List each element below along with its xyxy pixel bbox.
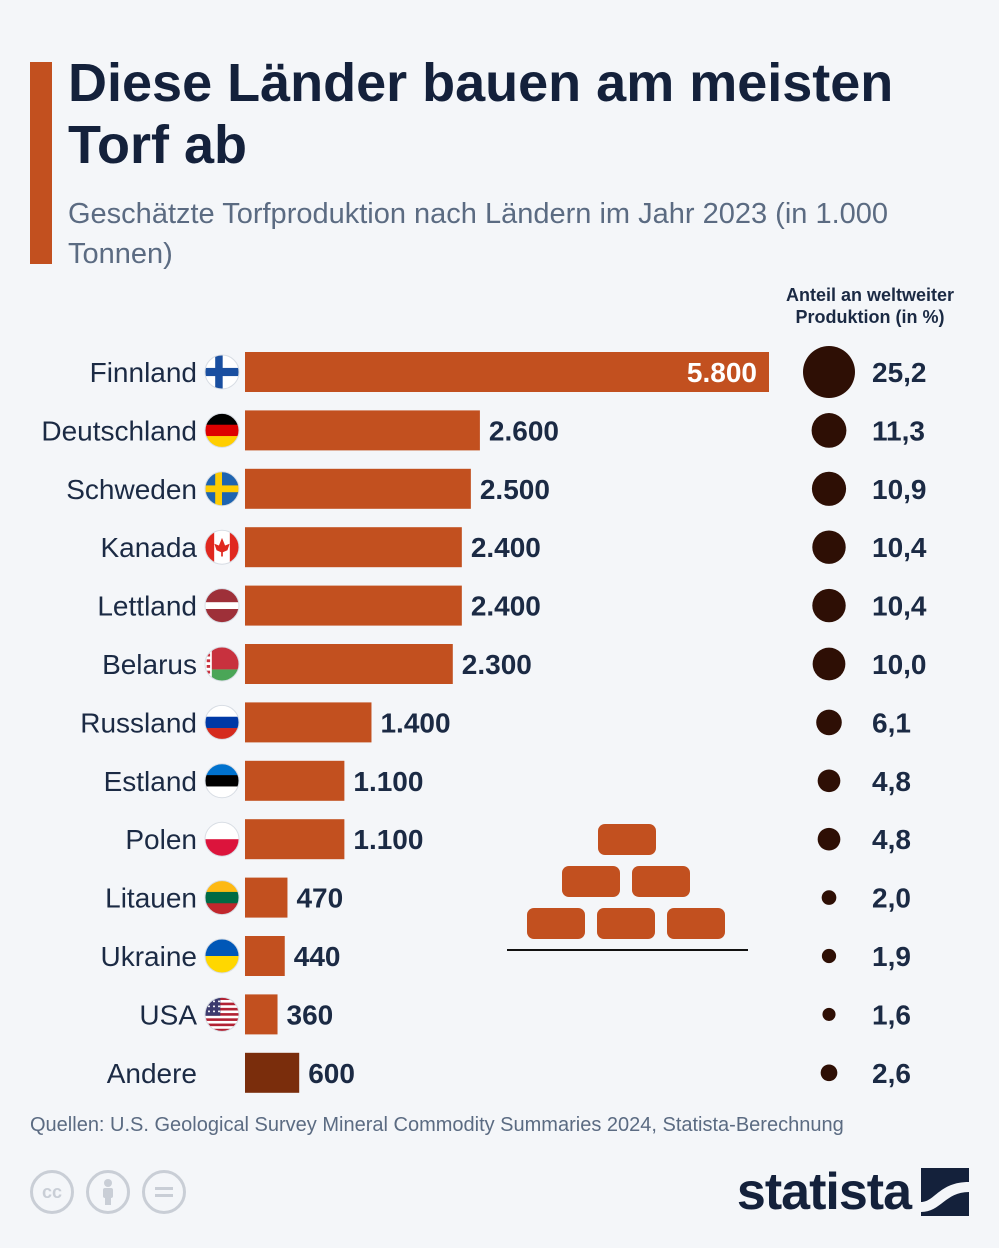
share-label: 1,9	[872, 941, 911, 972]
category-label: Schweden	[66, 474, 197, 505]
share-label: 25,2	[872, 357, 927, 388]
brick	[562, 866, 620, 897]
category-label: Polen	[125, 824, 197, 855]
estonia-flag-icon	[204, 763, 240, 799]
brick	[632, 866, 690, 897]
category-label: Kanada	[100, 532, 197, 563]
attribution-icon[interactable]	[86, 1170, 130, 1214]
share-label: 2,0	[872, 883, 911, 914]
belarus-flag-icon	[204, 646, 240, 682]
bar	[245, 702, 372, 743]
bar	[245, 994, 278, 1035]
share-label: 4,8	[872, 766, 911, 797]
share-bubble	[821, 948, 837, 964]
share-label: 10,9	[872, 474, 927, 505]
bar	[245, 760, 345, 801]
share-column-header: Anteil an weltweiter Produktion (in %)	[785, 285, 955, 327]
value-label: 2.500	[480, 474, 550, 505]
canada-flag-icon	[204, 529, 240, 565]
bar	[245, 468, 471, 509]
share-label: 10,0	[872, 649, 927, 680]
share-label: 10,4	[872, 591, 927, 622]
lithuania-flag-icon	[204, 880, 240, 916]
russia-flag-icon	[204, 704, 240, 740]
bar	[245, 644, 453, 684]
title-accent-bar	[30, 62, 52, 264]
share-bubble	[821, 890, 837, 905]
no-derivatives-icon[interactable]	[142, 1170, 186, 1214]
share-bubble	[812, 530, 846, 564]
bar	[245, 1052, 300, 1093]
bar-chart: Finnland 5.800 25,2 Deutschland 2.600 11,3 Sch…	[41, 346, 927, 1093]
bricks-illustration	[507, 824, 748, 951]
poland-flag-icon	[204, 821, 240, 857]
share-label: 2,6	[872, 1058, 911, 1089]
share-bubble	[822, 1007, 836, 1021]
value-label: 2.400	[471, 591, 541, 622]
share-label: 10,4	[872, 532, 927, 563]
category-label: Russland	[80, 707, 197, 738]
value-label: 470	[296, 883, 343, 914]
value-label: 360	[287, 999, 334, 1030]
category-label: Litauen	[105, 883, 197, 914]
ukraine-flag-icon	[204, 938, 240, 974]
share-label: 1,6	[872, 999, 911, 1030]
source-note: Quellen: U.S. Geological Survey Mineral …	[30, 1114, 844, 1136]
value-label: 2.300	[462, 649, 532, 680]
value-label: 5.800	[687, 357, 757, 388]
category-label: USA	[139, 999, 197, 1030]
value-label: 600	[308, 1058, 355, 1089]
share-label: 6,1	[872, 707, 911, 738]
statista-logo-icon	[921, 1168, 969, 1216]
value-label: 440	[294, 941, 341, 972]
share-label: 4,8	[872, 824, 911, 855]
brick	[598, 824, 656, 855]
share-bubble	[811, 412, 847, 448]
category-label: Andere	[107, 1058, 197, 1089]
value-label: 1.400	[380, 707, 450, 738]
chart-subtitle: Geschätzte Torfproduktion nach Ländern i…	[68, 198, 889, 270]
sweden-flag-icon	[204, 471, 240, 507]
share-bubble	[812, 647, 846, 681]
license-icons: cc	[30, 1170, 186, 1214]
category-label: Finnland	[90, 357, 197, 388]
bar	[245, 527, 462, 568]
share-bubble	[816, 709, 842, 736]
brand-name: statista	[736, 1163, 912, 1221]
category-label: Lettland	[97, 591, 197, 622]
usa-flag-icon	[204, 996, 240, 1032]
latvia-flag-icon	[204, 588, 240, 624]
germany-flag-icon	[204, 412, 240, 448]
share-bubble	[811, 471, 847, 506]
bar	[245, 410, 480, 451]
value-label: 1.100	[353, 824, 423, 855]
value-label: 2.600	[489, 415, 559, 446]
value-label: 1.100	[353, 766, 423, 797]
bar	[245, 936, 285, 976]
finland-flag-icon	[204, 354, 240, 390]
brick	[667, 908, 725, 939]
category-label: Belarus	[102, 649, 197, 680]
category-label: Deutschland	[41, 415, 197, 446]
share-bubble	[812, 588, 846, 623]
brick	[597, 908, 655, 939]
category-label: Ukraine	[101, 941, 197, 972]
bar	[245, 585, 462, 626]
category-label: Estland	[104, 766, 197, 797]
chart-title: Diese Länder bauen am meisten Torf ab	[68, 53, 894, 175]
share-bubble	[817, 827, 841, 851]
share-bubble	[820, 1064, 838, 1082]
statista-logo[interactable]: statista	[737, 1162, 969, 1222]
value-label: 2.400	[471, 532, 541, 563]
brick	[527, 908, 585, 939]
share-label: 11,3	[872, 415, 925, 446]
share-bubble	[803, 346, 855, 398]
bar	[245, 877, 288, 918]
bar	[245, 819, 345, 860]
cc-icon[interactable]: cc	[30, 1170, 74, 1214]
share-bubble	[817, 769, 841, 793]
bar	[245, 352, 769, 392]
